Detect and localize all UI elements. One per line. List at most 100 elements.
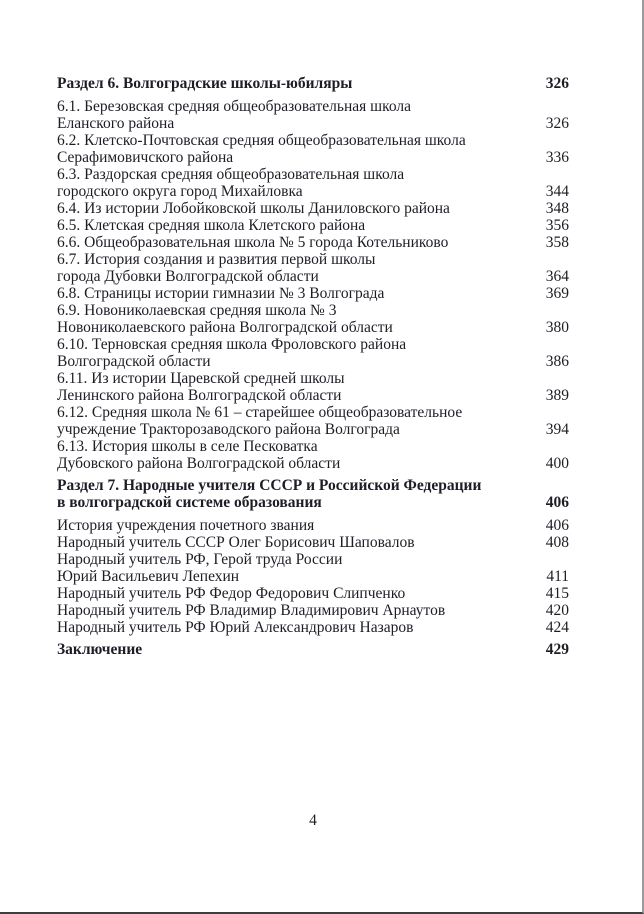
toc-entry-text: Волгоградской области — [57, 353, 211, 370]
toc-entry-text: Новониколаевского района Волгоградской о… — [57, 319, 393, 336]
toc-line: Народный учитель РФ Владимир Владимирови… — [57, 602, 569, 619]
toc-line: Народный учитель РФ Федор Федорович Слип… — [57, 585, 569, 602]
toc-line: Раздел 6. Волгоградские школы-юбиляры 326 — [57, 75, 569, 92]
page-number-footer: 4 — [309, 812, 317, 829]
toc-section-heading: Раздел 6. Волгоградские школы-юбиляры 326 — [57, 75, 569, 92]
toc-page-number: 358 — [545, 234, 569, 251]
toc-page-number: 326 — [545, 75, 569, 92]
toc-line: Серафимовичского района 336 — [57, 149, 569, 166]
toc-entry-text: 6.12. Средняя школа № 61 – старейшее общ… — [57, 404, 463, 421]
toc-entry-text: Народный учитель РФ Владимир Владимирови… — [57, 602, 446, 619]
toc-page-number: 356 — [545, 217, 569, 234]
toc-entry-text: 6.3. Раздорская средняя общеобразователь… — [57, 166, 405, 183]
toc-page-number: 415 — [545, 585, 569, 602]
toc-line: 6.9. Новониколаевская средняя школа № 3 — [57, 302, 569, 319]
toc-line: города Дубовки Волгоградской области 364 — [57, 268, 569, 285]
toc-entry-text: городского округа город Михайловка — [57, 183, 303, 200]
toc-entry-text: 6.7. История создания и развития первой … — [57, 251, 376, 268]
toc-entry: История учреждения почетного звания 406 — [57, 517, 569, 534]
toc-page-number: 336 — [545, 149, 569, 166]
toc-entry: 6.3. Раздорская средняя общеобразователь… — [57, 166, 569, 200]
toc-section-heading: Раздел 7. Народные учителя СССР и Россий… — [57, 477, 569, 511]
toc-line: 6.13. История школы в селе Песковатка — [57, 438, 569, 455]
toc-page-number: 386 — [545, 353, 569, 370]
toc-page-number: 424 — [545, 619, 569, 636]
toc-page-number: 364 — [545, 268, 569, 285]
toc-line: Народный учитель СССР Олег Борисович Шап… — [57, 534, 569, 551]
toc-entry-text: Народный учитель РФ Юрий Александрович Н… — [57, 619, 414, 636]
toc-entry-text: Еланского района — [57, 115, 175, 132]
toc-page-number: 394 — [545, 421, 569, 438]
toc-line: учреждение Тракторозаводского района Вол… — [57, 421, 569, 438]
toc-page-number: 389 — [545, 387, 569, 404]
toc-line: Еланского района 326 — [57, 115, 569, 132]
toc-entry-text: 6.6. Общеобразовательная школа № 5 город… — [57, 234, 449, 251]
toc-line: Народный учитель РФ Юрий Александрович Н… — [57, 619, 569, 636]
toc-page-number: 408 — [545, 534, 569, 551]
toc-line: 6.11. Из истории Царевской средней школы — [57, 370, 569, 387]
toc-line: 6.1. Березовская средняя общеобразовател… — [57, 98, 569, 115]
toc-entry: 6.13. История школы в селе Песковатка Дуб… — [57, 438, 569, 472]
toc-line: в волгоградской системе образования 406 — [57, 494, 569, 511]
toc-entry-text: Заключение — [57, 641, 143, 658]
toc-line: Народный учитель РФ, Герой труда России — [57, 551, 569, 568]
toc-page-number: 344 — [545, 183, 569, 200]
toc-entry-text: города Дубовки Волгоградской области — [57, 268, 319, 285]
toc-line: 6.3. Раздорская средняя общеобразователь… — [57, 166, 569, 183]
toc-line: 6.5. Клетская средняя школа Клетского ра… — [57, 217, 569, 234]
toc-entry-text: Раздел 6. Волгоградские школы-юбиляры — [57, 75, 353, 92]
toc-line: Заключение 429 — [57, 641, 569, 658]
toc-line: городского округа город Михайловка 344 — [57, 183, 569, 200]
toc-page-number: 411 — [546, 568, 569, 585]
toc-page-number: 406 — [545, 494, 569, 511]
toc-page-number: 326 — [545, 115, 569, 132]
toc-entry: Народный учитель РФ, Герой труда России Ю… — [57, 551, 569, 585]
toc-entry: 6.12. Средняя школа № 61 – старейшее общ… — [57, 404, 569, 438]
toc-page-number: 429 — [545, 641, 569, 658]
toc-page-number: 369 — [545, 285, 569, 302]
toc-section-heading: Заключение 429 — [57, 641, 569, 658]
toc-entry-text: 6.9. Новониколаевская средняя школа № 3 — [57, 302, 337, 319]
toc-entry: Народный учитель РФ Владимир Владимирови… — [57, 602, 569, 619]
toc-line: 6.12. Средняя школа № 61 – старейшее общ… — [57, 404, 569, 421]
table-of-contents: Раздел 6. Волгоградские школы-юбиляры 326… — [57, 75, 569, 664]
toc-line: Юрий Васильевич Лепехин 411 — [57, 568, 569, 585]
toc-entry-text: Народный учитель РФ, Герой труда России — [57, 551, 343, 568]
toc-entry-text: 6.5. Клетская средняя школа Клетского ра… — [57, 217, 366, 234]
toc-line: 6.8. Страницы истории гимназии № 3 Волго… — [57, 285, 569, 302]
toc-entry-text: Дубовского района Волгоградской области — [57, 455, 341, 472]
toc-line: Раздел 7. Народные учителя СССР и Россий… — [57, 477, 569, 494]
toc-line: 6.6. Общеобразовательная школа № 5 город… — [57, 234, 569, 251]
toc-entry: Народный учитель СССР Олег Борисович Шап… — [57, 534, 569, 551]
toc-entry-text: Юрий Васильевич Лепехин — [57, 568, 240, 585]
toc-entry: Народный учитель РФ Юрий Александрович Н… — [57, 619, 569, 636]
toc-page-number: 400 — [545, 455, 569, 472]
toc-page-number: 420 — [545, 602, 569, 619]
toc-entry: Народный учитель РФ Федор Федорович Слип… — [57, 585, 569, 602]
toc-entry: 6.7. История создания и развития первой … — [57, 251, 569, 285]
toc-line: История учреждения почетного звания 406 — [57, 517, 569, 534]
toc-entry: 6.1. Березовская средняя общеобразовател… — [57, 98, 569, 132]
toc-entry-text: Ленинского района Волгоградской области — [57, 387, 342, 404]
toc-line: Волгоградской области 386 — [57, 353, 569, 370]
toc-entry-text: учреждение Тракторозаводского района Вол… — [57, 421, 400, 438]
toc-entry-text: Народный учитель СССР Олег Борисович Шап… — [57, 534, 415, 551]
toc-line: Ленинского района Волгоградской области 3… — [57, 387, 569, 404]
toc-entry-text: История учреждения почетного звания — [57, 517, 315, 534]
toc-entry: 6.5. Клетская средняя школа Клетского ра… — [57, 217, 569, 234]
toc-entry: 6.4. Из истории Лобойковской школы Данил… — [57, 200, 569, 217]
toc-entry: 6.8. Страницы истории гимназии № 3 Волго… — [57, 285, 569, 302]
toc-entry-text: 6.11. Из истории Царевской средней школы — [57, 370, 345, 387]
toc-entry-text: Народный учитель РФ Федор Федорович Слип… — [57, 585, 406, 602]
toc-line: 6.10. Терновская средняя школа Фроловско… — [57, 336, 569, 353]
toc-page-number: 406 — [545, 517, 569, 534]
toc-line: 6.7. История создания и развития первой … — [57, 251, 569, 268]
toc-entry-text: Серафимовичского района — [57, 149, 234, 166]
toc-entry: 6.2. Клетско-Почтовская средняя общеобра… — [57, 132, 569, 166]
toc-entry-text: 6.10. Терновская средняя школа Фроловско… — [57, 336, 407, 353]
toc-entry-text: 6.4. Из истории Лобойковской школы Данил… — [57, 200, 450, 217]
toc-entry-text: 6.13. История школы в селе Песковатка — [57, 438, 318, 455]
toc-entry-text: в волгоградской системе образования — [57, 494, 322, 511]
toc-entry: 6.11. Из истории Царевской средней школы… — [57, 370, 569, 404]
